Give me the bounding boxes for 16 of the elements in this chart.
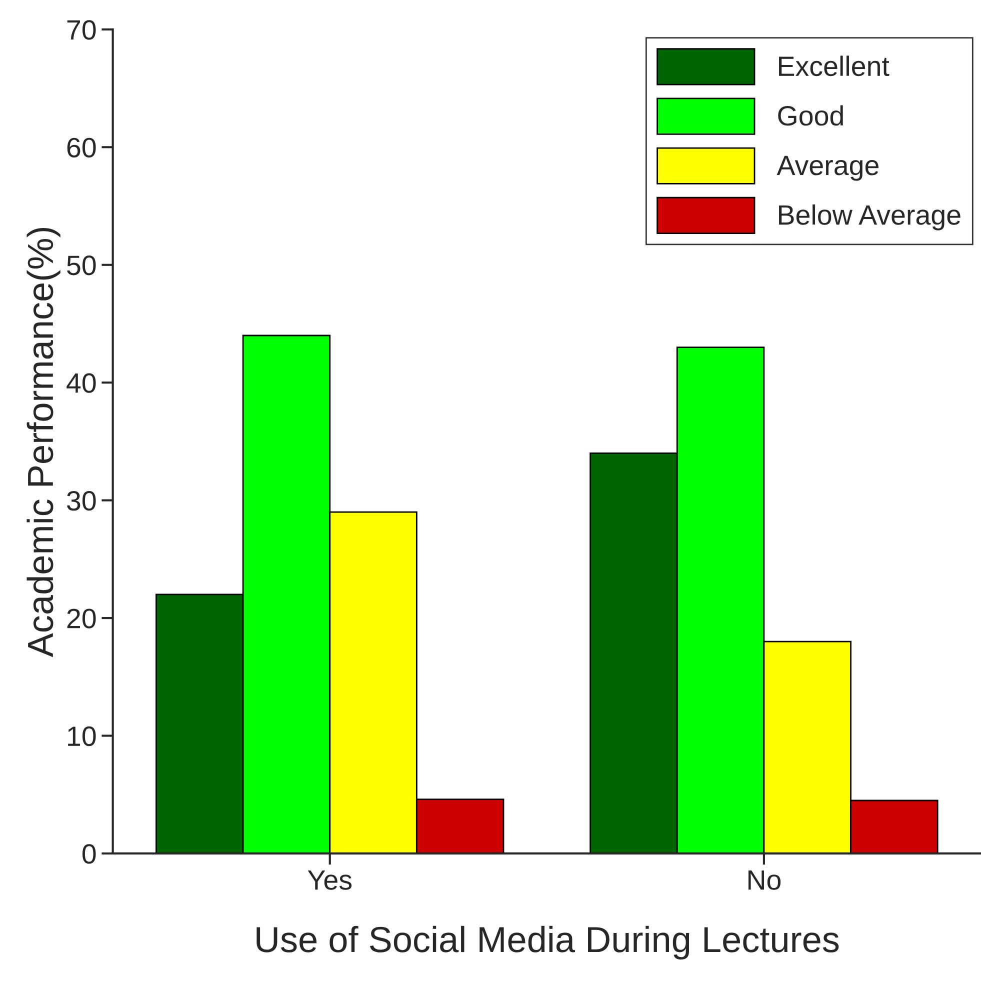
y-tick-label: 40 xyxy=(66,373,96,393)
y-tick-label: 0 xyxy=(82,844,96,864)
legend-label: Average xyxy=(776,156,878,181)
y-tick-label: 30 xyxy=(67,490,96,511)
y-tick-label: 70 xyxy=(67,20,96,40)
x-tick-label: Yes xyxy=(308,870,352,890)
legend-label: Below Average xyxy=(779,204,960,230)
legend-label: Excellent xyxy=(779,56,890,76)
y-tick-label: 60 xyxy=(67,138,96,158)
y-tick-label: 50 xyxy=(67,256,96,276)
y-tick-label: 20 xyxy=(67,608,96,628)
x-tick-label: No xyxy=(748,870,781,890)
y-axis-title: Academic Performance(%) xyxy=(26,228,60,658)
y-tick-label: 10 xyxy=(68,726,96,746)
x-axis-title: Use of Social Media During Lectures xyxy=(256,926,839,960)
legend-label: Good xyxy=(778,105,843,126)
